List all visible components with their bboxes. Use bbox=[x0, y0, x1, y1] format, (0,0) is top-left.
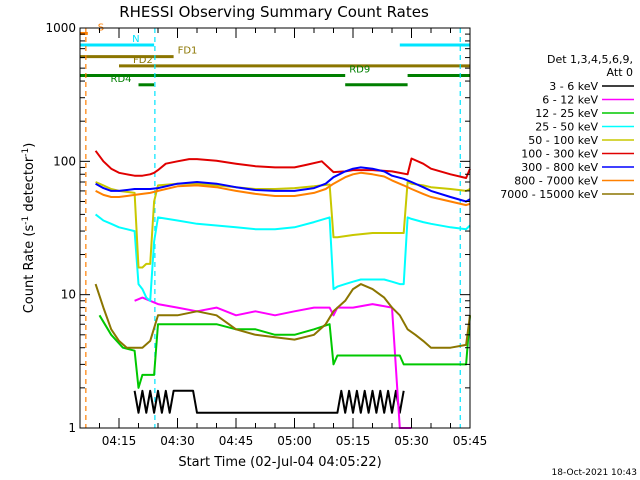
flag-label-rd4: RD4 bbox=[111, 74, 132, 85]
x-tick-label: 04:30 bbox=[160, 434, 195, 448]
legend-label-800-7000-kev: 800 - 7000 keV bbox=[514, 175, 598, 188]
flag-label-fd2: FD2 bbox=[133, 55, 153, 66]
series-3-6-kev bbox=[133, 389, 405, 414]
x-tick-label: 05:00 bbox=[277, 434, 312, 448]
chart-title: RHESSI Observing Summary Count Rates bbox=[119, 3, 429, 21]
series-50-100-kev bbox=[95, 181, 471, 269]
series-800-7000-kev bbox=[95, 171, 471, 207]
legend-header-line-1: Det 1,3,4,5,6,9, bbox=[547, 53, 633, 66]
footer-date: 18-Oct-2021 10:43 bbox=[552, 468, 637, 478]
legend-label-6-12-kev: 6 - 12 keV bbox=[542, 94, 598, 107]
y-tick-label: 1000 bbox=[45, 21, 76, 35]
y-tick-label: 100 bbox=[53, 154, 76, 168]
series-25-50-kev bbox=[94, 213, 471, 302]
legend-label-25-50-kev: 25 - 50 keV bbox=[535, 121, 598, 134]
flag-label-fd1: FD1 bbox=[178, 46, 198, 57]
series-7000-15000-kev bbox=[94, 283, 471, 349]
x-tick-label: 05:15 bbox=[336, 434, 371, 448]
legend-label-50-100-kev: 50 - 100 keV bbox=[528, 134, 598, 147]
flag-label-rd9: RD9 bbox=[349, 65, 370, 76]
x-tick-label: 05:30 bbox=[394, 434, 429, 448]
x-axis: 04:15 04:30 04:45 05:00 05:15 05:30 05:45 bbox=[79, 28, 488, 448]
legend-label-7000-15000-kev: 7000 - 15000 keV bbox=[500, 188, 598, 201]
legend-label-3-6-kev: 3 - 6 keV bbox=[549, 80, 598, 93]
x-tick-label: 04:45 bbox=[219, 434, 254, 448]
series-12-25-kev bbox=[98, 314, 471, 389]
y-axis: 1 10 100 1000 bbox=[45, 21, 470, 435]
legend-label-100-300-kev: 100 - 300 keV bbox=[521, 148, 598, 161]
legend-label-12-25-kev: 12 - 25 keV bbox=[535, 107, 598, 120]
series-lines bbox=[94, 150, 471, 429]
x-tick-label: 04:15 bbox=[102, 434, 137, 448]
y-tick-label: 10 bbox=[61, 288, 76, 302]
x-tick-label: 05:45 bbox=[453, 434, 488, 448]
series-6-12-kev bbox=[134, 296, 412, 429]
legend-header-line-2: Att 0 bbox=[607, 66, 633, 79]
y-axis-label: Count Rate (s-1 detector-1) bbox=[21, 143, 37, 314]
flag-label-n: N bbox=[132, 34, 139, 45]
legend-label-300-800-kev: 300 - 800 keV bbox=[521, 161, 598, 174]
y-tick-label: 1 bbox=[68, 421, 76, 435]
x-axis-label: Start Time (02-Jul-04 04:05:22) bbox=[178, 455, 381, 470]
series-300-800-kev bbox=[95, 166, 471, 203]
series-100-300-kev bbox=[94, 150, 471, 179]
